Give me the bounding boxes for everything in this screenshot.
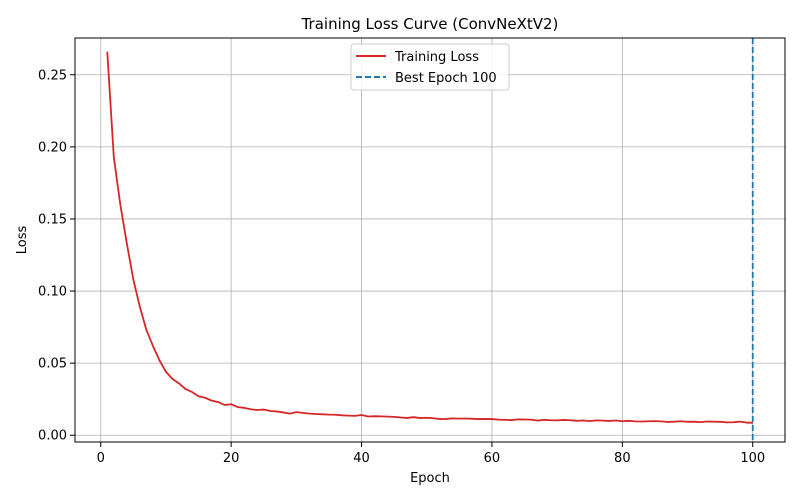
chart-title: Training Loss Curve (ConvNeXtV2) [301, 15, 559, 33]
x-axis-label: Epoch [410, 471, 450, 486]
legend-label-training-loss: Training Loss [394, 50, 479, 65]
training-loss-line [106, 51, 753, 424]
y-tick-label: 0.20 [38, 140, 67, 155]
x-tick-label: 20 [223, 451, 240, 466]
plot-area [75, 38, 785, 442]
y-axis-label: Loss [15, 226, 30, 255]
y-tick-label: 0.00 [38, 429, 67, 444]
legend-label-best-epoch: Best Epoch 100 [395, 71, 497, 86]
x-tick-label: 80 [614, 451, 631, 466]
y-tick-label: 0.10 [38, 285, 67, 300]
legend-box [350, 43, 510, 91]
y-tick-label: 0.15 [38, 212, 67, 227]
y-axis-ticks: 0.00 0.05 0.10 0.15 0.20 0.25 [38, 68, 75, 444]
y-tick-label: 0.05 [38, 357, 67, 372]
x-tick-label: 0 [97, 451, 105, 466]
x-axis-ticks: 0 20 40 60 80 100 [97, 442, 765, 466]
x-tick-label: 100 [740, 451, 765, 466]
plot-frame [74, 37, 786, 443]
x-tick-label: 60 [484, 451, 501, 466]
plot-lines [106, 38, 754, 442]
x-tick-label: 40 [353, 451, 370, 466]
legend: Training Loss Best Epoch 100 [350, 43, 510, 91]
y-tick-label: 0.25 [38, 68, 67, 83]
